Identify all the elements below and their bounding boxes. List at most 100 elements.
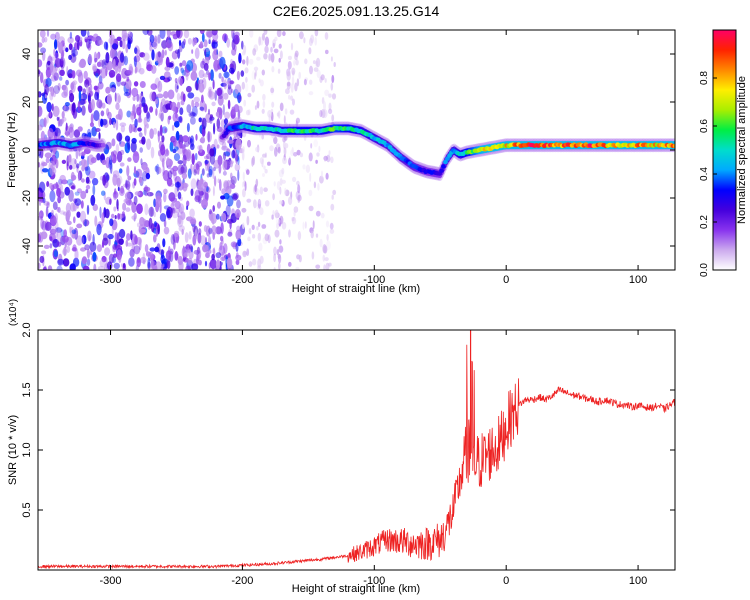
noise-blob bbox=[208, 227, 213, 235]
noise-blob bbox=[103, 233, 108, 241]
noise-blob bbox=[115, 143, 120, 154]
sparse-noise-blob bbox=[322, 109, 328, 119]
noise-blob bbox=[102, 174, 107, 186]
noise-blob bbox=[142, 30, 149, 36]
sparse-noise-blob bbox=[279, 102, 284, 112]
noise-blob bbox=[87, 95, 91, 102]
noise-blob bbox=[172, 112, 179, 123]
noise-blob bbox=[164, 49, 167, 56]
sparse-noise-blob bbox=[305, 164, 311, 173]
sparse-noise-blob bbox=[281, 222, 287, 230]
noise-blob bbox=[197, 179, 204, 192]
noise-blob bbox=[205, 225, 211, 237]
noise-blob bbox=[144, 124, 147, 136]
noise-blob bbox=[215, 226, 222, 235]
sparse-noise-blob bbox=[303, 78, 307, 86]
noise-blob bbox=[132, 151, 140, 163]
sparse-noise-blob bbox=[247, 109, 251, 116]
noise-blob bbox=[177, 191, 182, 200]
noise-blob bbox=[206, 69, 210, 75]
noise-blob bbox=[213, 59, 221, 71]
noise-blob bbox=[186, 200, 190, 207]
sparse-noise-blob bbox=[293, 152, 298, 157]
noise-blob bbox=[88, 54, 93, 65]
noise-blob bbox=[201, 168, 205, 176]
noise-blob bbox=[167, 76, 172, 82]
sparse-noise-blob bbox=[276, 112, 280, 117]
noise-blob bbox=[38, 262, 41, 269]
noise-blob bbox=[186, 122, 190, 133]
noise-blob bbox=[128, 257, 135, 267]
sparse-noise-blob bbox=[308, 189, 313, 197]
noise-blob bbox=[63, 246, 67, 257]
noise-blob bbox=[208, 235, 211, 247]
noise-blob bbox=[176, 92, 181, 101]
sparse-noise-blob bbox=[270, 46, 273, 53]
noise-blob bbox=[107, 233, 114, 240]
noise-blob bbox=[59, 69, 65, 77]
sparse-noise-blob bbox=[246, 248, 250, 256]
sparse-noise-blob bbox=[252, 48, 257, 56]
noise-blob bbox=[210, 114, 213, 119]
noise-blob bbox=[209, 258, 217, 270]
noise-blob bbox=[41, 37, 45, 44]
sparse-noise-blob bbox=[268, 53, 272, 62]
sparse-noise-blob bbox=[284, 187, 287, 196]
noise-blob bbox=[139, 52, 146, 58]
noise-blob bbox=[112, 174, 118, 186]
noise-blob bbox=[96, 223, 102, 236]
noise-blob bbox=[133, 178, 137, 186]
noise-blob bbox=[63, 229, 67, 238]
sparse-noise-blob bbox=[263, 165, 266, 170]
sparse-noise-blob bbox=[263, 187, 268, 192]
sparse-noise-blob bbox=[247, 139, 251, 148]
noise-blob bbox=[138, 177, 143, 184]
noise-blob bbox=[71, 49, 78, 57]
noise-blob bbox=[191, 153, 195, 166]
noise-blob bbox=[38, 105, 43, 117]
noise-blob bbox=[56, 116, 59, 121]
noise-blob bbox=[83, 148, 91, 155]
spectrogram-y-axis: -40 -20 0 20 40 bbox=[21, 48, 675, 254]
noise-blob bbox=[231, 39, 236, 50]
noise-blob bbox=[47, 127, 54, 139]
noise-blob bbox=[89, 241, 97, 252]
sparse-noise-blob bbox=[262, 173, 265, 177]
noise-blob bbox=[116, 199, 119, 210]
noise-blob bbox=[90, 113, 94, 125]
sparse-noise-blob bbox=[288, 196, 293, 205]
noise-blob bbox=[146, 112, 151, 123]
noise-blob bbox=[204, 260, 208, 267]
sparse-noise-blob bbox=[242, 222, 245, 230]
sparse-noise-blob bbox=[326, 154, 331, 163]
noise-blob bbox=[136, 106, 142, 116]
noise-blob bbox=[54, 213, 58, 224]
sparse-noise-blob bbox=[304, 221, 307, 229]
noise-blob bbox=[113, 194, 117, 201]
noise-blob bbox=[142, 252, 146, 263]
sparse-noise-blob bbox=[258, 242, 263, 252]
spectrogram-x-axis: -300 -200 -100 0 100 bbox=[100, 30, 647, 286]
sparse-noise-blob bbox=[281, 167, 285, 175]
noise-blob bbox=[159, 75, 166, 81]
noise-blob bbox=[112, 121, 116, 129]
sparse-noise-blob bbox=[291, 70, 295, 77]
sparse-noise-blob bbox=[246, 55, 249, 66]
noise-blob bbox=[72, 244, 77, 252]
sparse-noise-blob bbox=[279, 50, 283, 60]
noise-blob bbox=[232, 193, 238, 201]
noise-blob bbox=[94, 57, 98, 63]
noise-blob bbox=[91, 126, 97, 137]
noise-blob bbox=[123, 55, 129, 66]
noise-blob bbox=[220, 222, 224, 235]
noise-blob bbox=[173, 146, 179, 151]
noise-blob bbox=[45, 221, 52, 231]
noise-blob bbox=[119, 122, 127, 127]
noise-blob bbox=[101, 212, 105, 224]
sparse-noise-blob bbox=[332, 189, 337, 195]
colorbar-gradient bbox=[712, 29, 737, 271]
sparse-noise-blob bbox=[278, 262, 281, 270]
sparse-noise-blob bbox=[287, 60, 292, 70]
noise-blob bbox=[177, 215, 182, 225]
noise-blob bbox=[234, 31, 240, 38]
